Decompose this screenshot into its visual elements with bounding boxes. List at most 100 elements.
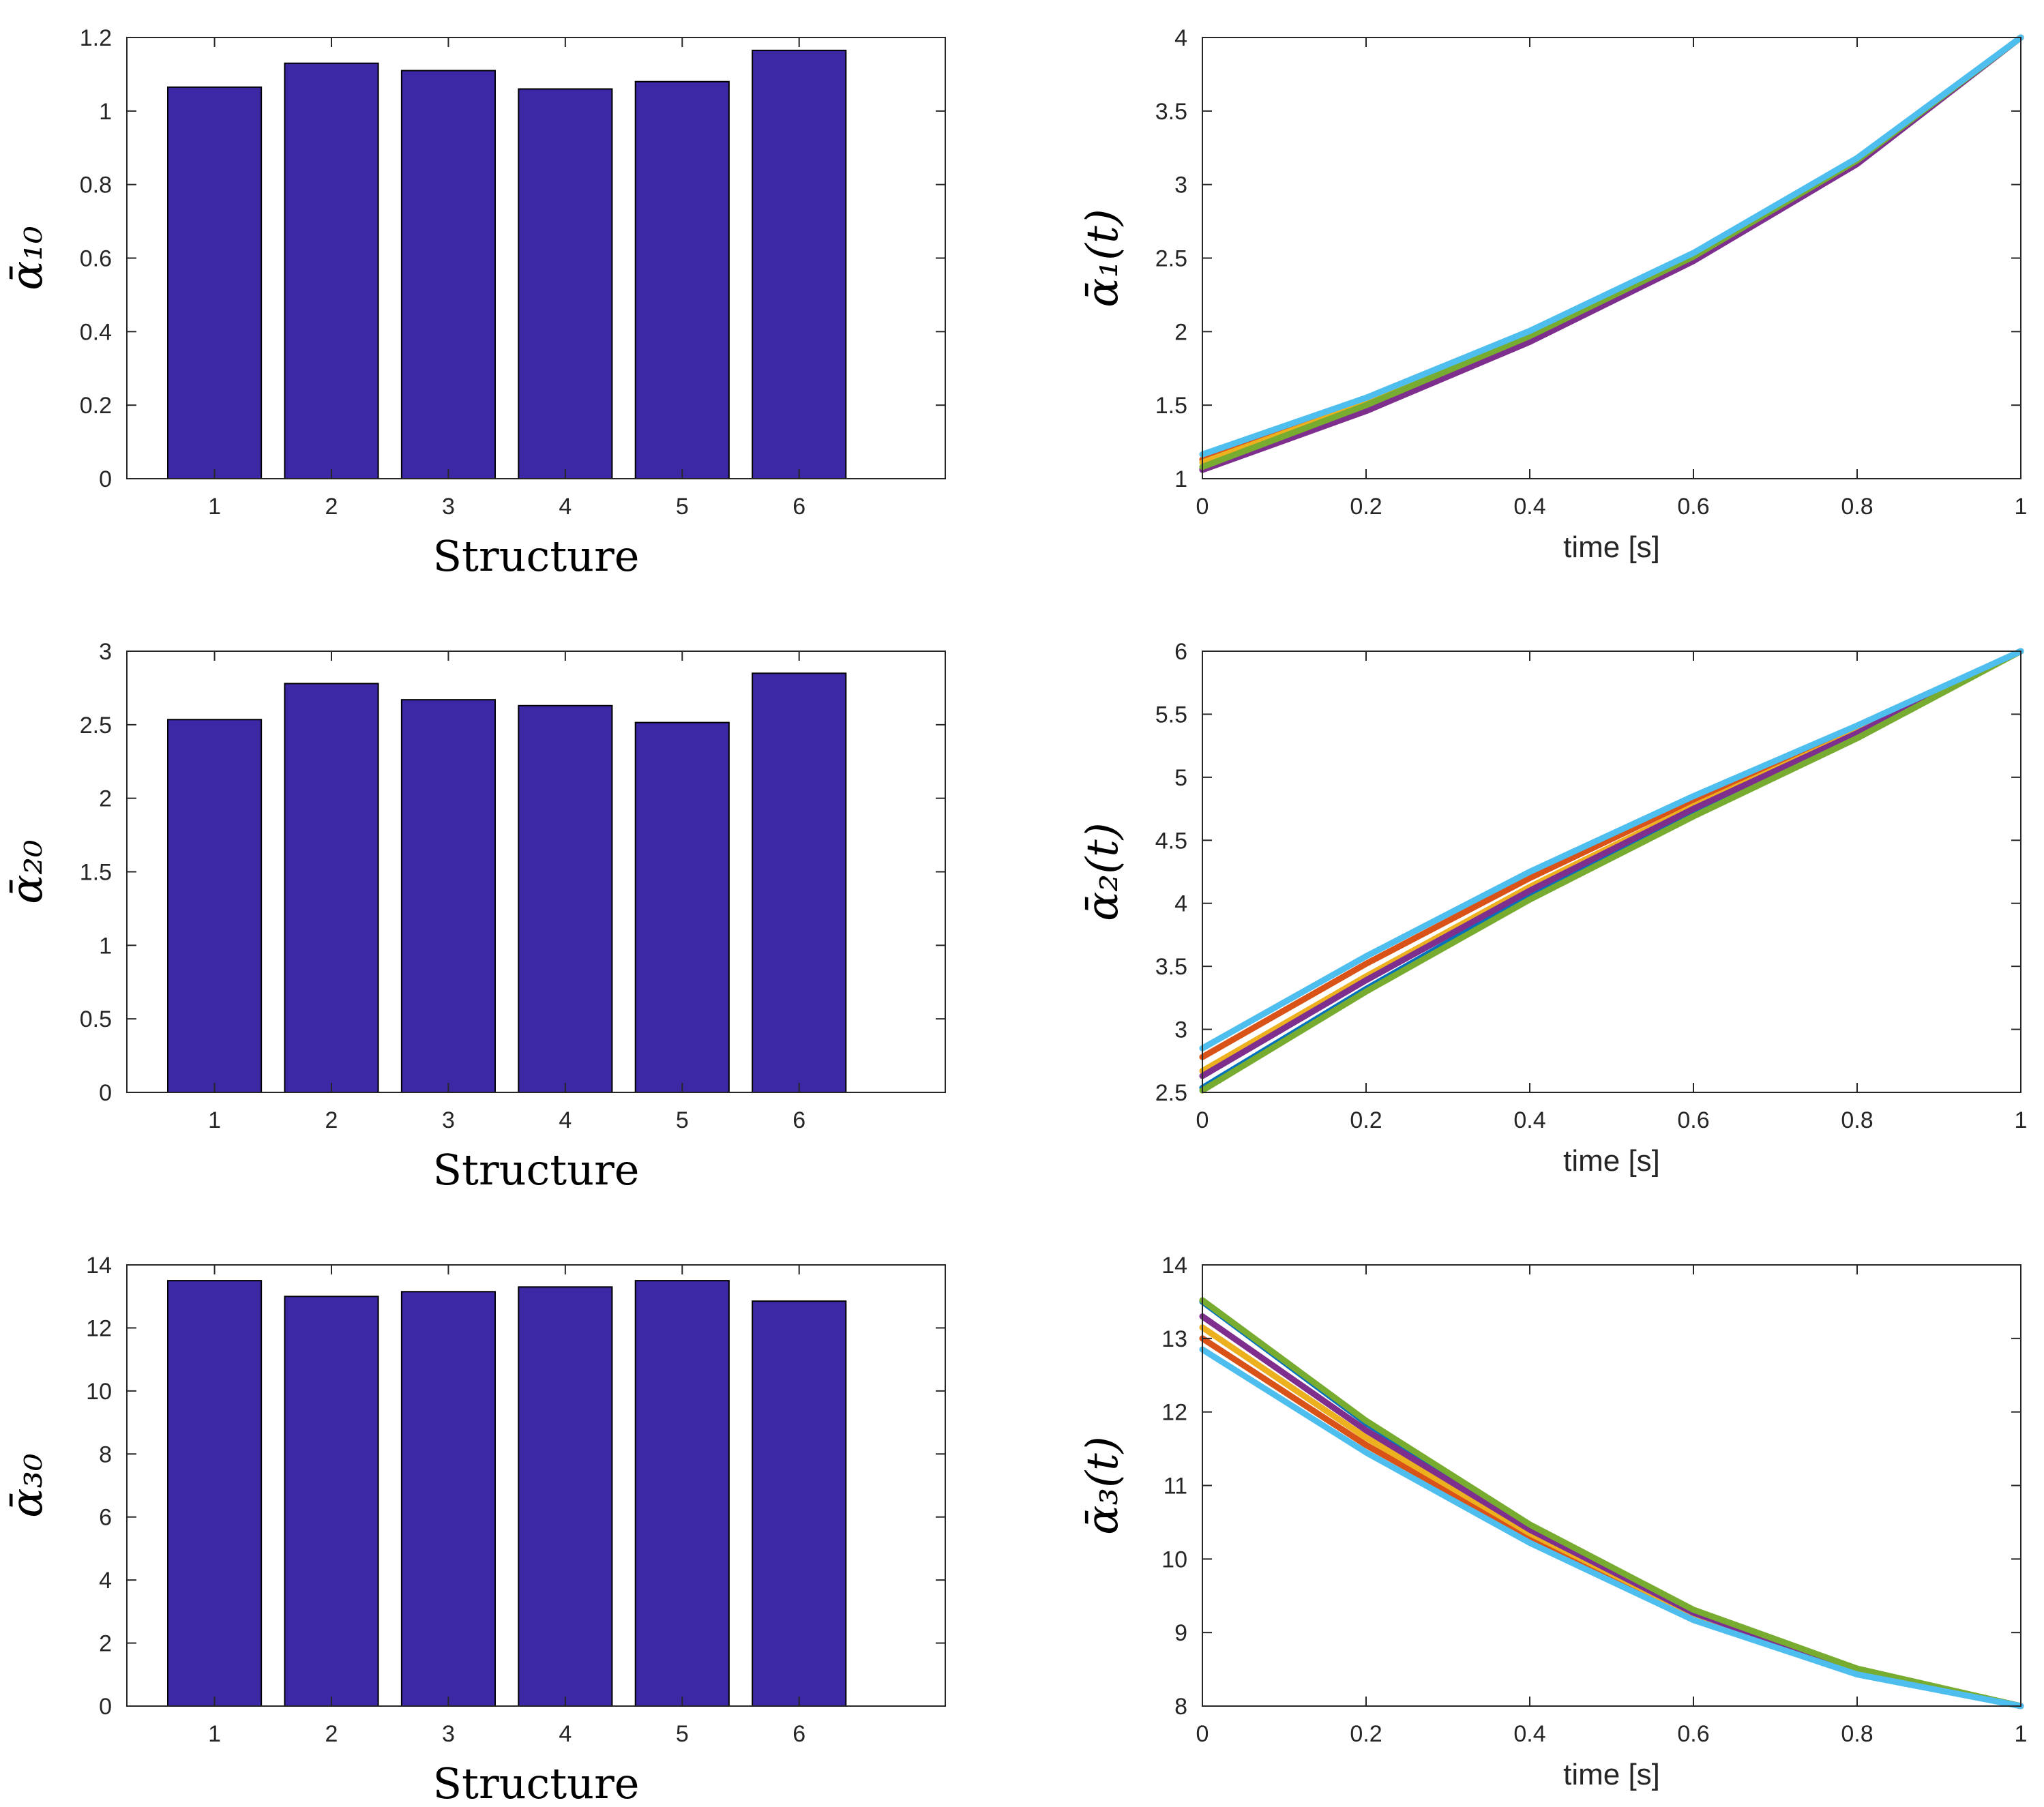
x-tick-label: 0.4 (1513, 1721, 1545, 1747)
x-tick-label: 0 (1196, 1721, 1209, 1747)
x-tick-label: 5 (676, 494, 689, 520)
y-tick-label: 10 (1161, 1547, 1187, 1572)
x-tick-label: 1 (208, 494, 221, 520)
bar-1 (167, 86, 263, 480)
bar-3 (400, 70, 496, 479)
x-tick-label: 0 (1196, 494, 1209, 520)
y-tick-label: 13 (1161, 1326, 1187, 1352)
series-line-4 (1199, 648, 2024, 1079)
y-tick-label: 0.5 (80, 1006, 112, 1032)
y-tick-label: 2 (1174, 319, 1187, 345)
y-tick-label: 4 (99, 1568, 112, 1594)
x-tick-label: 0.4 (1513, 494, 1545, 520)
y-tick-label: 8 (99, 1442, 112, 1467)
bar-4 (518, 88, 613, 479)
y-tick-label: 2.5 (1155, 246, 1187, 272)
x-axis-label: time [s] (1563, 1144, 1660, 1178)
bar-2 (284, 1296, 379, 1707)
y-tick-label: 0.6 (80, 246, 112, 272)
x-tick-label: 0.8 (1841, 1107, 1873, 1133)
x-axis-label: Structure (433, 1759, 640, 1807)
x-tick-label: 1 (2015, 1721, 2028, 1747)
y-tick-label: 9 (1174, 1620, 1187, 1646)
x-axis-label: Structure (433, 531, 640, 581)
x-tick-label: 1 (2015, 494, 2028, 520)
bar-5 (634, 721, 730, 1094)
y-tick-label: 14 (86, 1253, 112, 1279)
y-tick-label: 12 (1161, 1400, 1187, 1426)
y-tick-label: 0 (99, 1080, 112, 1106)
x-axis-label: Structure (433, 1145, 640, 1195)
y-tick-label: 2 (99, 786, 112, 812)
y-axis-label: ᾱ₁₀ (2, 226, 53, 290)
x-tick-label: 6 (793, 494, 805, 520)
y-tick-label: 0 (99, 1694, 112, 1720)
chart-2: 1 1.5 2 2.5 3 3.5 4 0 0.2 0.4 0.6 0.8 1 time [s] ᾱ₁(t) (1078, 25, 2027, 564)
y-tick-label: 2.5 (80, 713, 112, 738)
x-tick-label: 4 (559, 1107, 572, 1133)
y-tick-label: 3 (1174, 173, 1187, 198)
y-tick-label: 1 (1174, 466, 1187, 492)
y-tick-label: 1 (99, 933, 112, 959)
series-line-6 (1199, 1346, 2024, 1709)
x-axis-label: time [s] (1563, 531, 1660, 564)
chart-6: 8 9 10 11 12 13 14 0 0.2 0.4 0.6 0.8 1 time [s] ᾱ₃(t) (1078, 1253, 2027, 1791)
chart-3: 0 0.5 1 1.5 2 2.5 3 1 2 3 4 5 6 Structure ᾱ₂₀ (2, 639, 946, 1195)
y-axis-label: ᾱ₂(t) (1078, 822, 1128, 921)
x-tick-label: 2 (325, 494, 338, 520)
y-tick-label: 1.2 (80, 25, 112, 51)
x-tick-label: 0.4 (1513, 1107, 1545, 1133)
series-line-5 (1199, 648, 2024, 1094)
y-tick-label: 0.8 (80, 173, 112, 198)
x-tick-label: 1 (208, 1107, 221, 1133)
bar-3 (400, 699, 496, 1094)
bar-3 (400, 1291, 496, 1707)
x-tick-label: 0.6 (1677, 1107, 1709, 1133)
x-tick-label: 3 (442, 494, 455, 520)
axes-frame (1202, 651, 2021, 1093)
y-tick-label: 6 (1174, 639, 1187, 665)
bar-5 (634, 80, 730, 479)
chart-1: 0 0.2 0.4 0.6 0.8 1 1.2 1 2 3 4 5 6 Structure ᾱ₁₀ (2, 25, 946, 581)
x-tick-label: 6 (793, 1107, 805, 1133)
y-tick-label: 2 (99, 1631, 112, 1657)
y-tick-label: 4 (1174, 25, 1187, 51)
bar-1 (167, 719, 263, 1094)
y-tick-label: 0.4 (80, 319, 112, 345)
y-tick-label: 11 (1164, 1474, 1187, 1499)
y-tick-label: 4.5 (1155, 828, 1187, 854)
y-tick-label: 14 (1161, 1253, 1187, 1279)
x-tick-label: 0.2 (1350, 1107, 1382, 1133)
bar-6 (752, 49, 847, 479)
y-axis-label: ᾱ₃₀ (2, 1453, 53, 1518)
y-tick-label: 1 (99, 99, 112, 125)
y-axis-label: ᾱ₁(t) (1078, 209, 1128, 308)
bar-2 (284, 62, 379, 480)
y-tick-label: 3.5 (1155, 99, 1187, 125)
bar-2 (284, 683, 379, 1093)
y-axis-label: ᾱ₃(t) (1078, 1436, 1128, 1535)
series-line-6 (1199, 34, 2024, 458)
x-tick-label: 0.8 (1841, 1721, 1873, 1747)
x-tick-label: 0.2 (1350, 494, 1382, 520)
y-tick-label: 3 (1174, 1017, 1187, 1043)
axes-frame (126, 1264, 946, 1707)
x-tick-label: 3 (442, 1107, 455, 1133)
bar-4 (518, 704, 613, 1093)
x-tick-label: 0.8 (1841, 494, 1873, 520)
x-tick-label: 2 (325, 1107, 338, 1133)
x-tick-label: 0.6 (1677, 1721, 1709, 1747)
x-tick-label: 3 (442, 1721, 455, 1747)
series-line-5 (1199, 1297, 2024, 1709)
chart-4: 2.5 3 3.5 4 4.5 5 5.5 6 0 0.2 0.4 0.6 0.8 1 time [s] ᾱ₂… (1078, 639, 2027, 1178)
bar-6 (752, 1300, 847, 1707)
y-tick-label: 1.5 (1155, 393, 1187, 419)
series-group (1199, 648, 2024, 1094)
bar-6 (752, 672, 847, 1093)
y-tick-label: 5.5 (1155, 702, 1187, 728)
y-tick-label: 2.5 (1155, 1080, 1187, 1106)
x-tick-label: 2 (325, 1721, 338, 1747)
x-tick-label: 0.6 (1677, 494, 1709, 520)
x-tick-label: 0.2 (1350, 1721, 1382, 1747)
